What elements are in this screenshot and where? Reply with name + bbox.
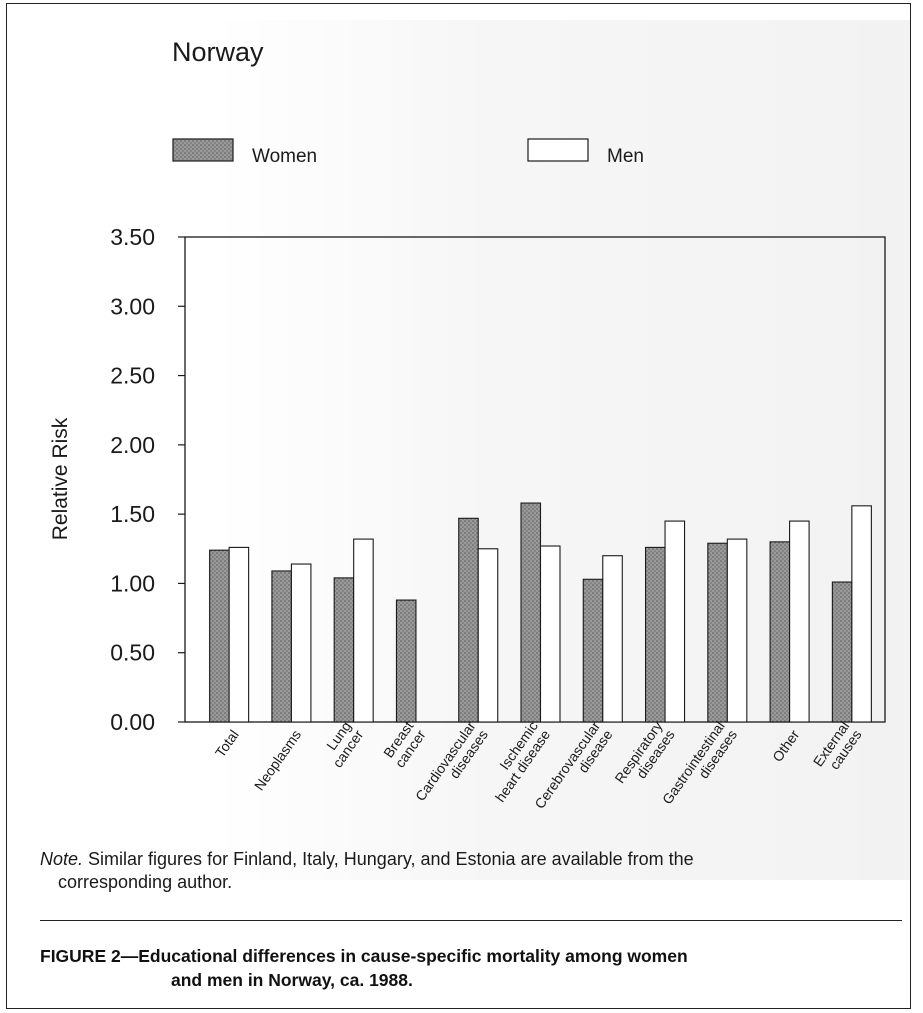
- note-lead: Note.: [40, 849, 84, 869]
- legend-label-men: Men: [607, 146, 644, 167]
- bar-women-0: [209, 549, 230, 723]
- bar-women-6: [582, 578, 604, 723]
- x-tick-label: Breastcancer: [379, 718, 429, 770]
- bar-women-9: [769, 541, 791, 723]
- x-tick-label: Respiratorydiseases: [611, 718, 677, 794]
- bar-women-5: [520, 502, 542, 723]
- y-axis-label: Relative Risk: [49, 417, 72, 540]
- y-tick-label: 1.00: [110, 570, 155, 596]
- bar-women-1: [271, 570, 292, 723]
- chart-title: Norway: [172, 37, 264, 67]
- bars: [209, 502, 872, 723]
- note-text-line2: corresponding author.: [58, 872, 233, 892]
- y-tick-label: 0.00: [110, 709, 155, 735]
- legend-key-women: [172, 138, 234, 162]
- x-tick-label: Lungcancer: [317, 718, 367, 770]
- bar-men-5: [539, 545, 561, 723]
- bar-men-10: [851, 505, 872, 723]
- bar-men-6: [602, 555, 623, 723]
- bar-women-2: [333, 577, 355, 723]
- x-tick-label-line: Other: [769, 727, 802, 765]
- x-tick-label-line: Total: [212, 727, 242, 760]
- y-tick-label: 1.50: [110, 501, 155, 527]
- bar-men-4: [477, 548, 499, 723]
- figure-note: Note. Similar figures for Finland, Italy…: [40, 848, 880, 894]
- x-tick-label: Other: [769, 727, 802, 765]
- x-tick-label: Cardiovasculardiseases: [412, 718, 491, 813]
- bar-men-7: [664, 520, 686, 723]
- bar-men-9: [789, 520, 810, 723]
- caption-rule: [40, 920, 902, 921]
- caption-line1: FIGURE 2—Educational differences in caus…: [40, 946, 688, 966]
- figure-caption: FIGURE 2—Educational differences in caus…: [40, 944, 900, 992]
- legend-key-men: [527, 138, 589, 162]
- chart-legend: Women Men: [172, 138, 644, 167]
- y-tick-label: 3.00: [110, 293, 155, 319]
- page-frame: [6, 3, 911, 1009]
- x-tick-label: Total: [212, 727, 242, 760]
- bar-women-4: [458, 517, 479, 723]
- bar-women-10: [831, 581, 853, 723]
- legend-label-women: Women: [252, 146, 317, 167]
- x-tick-label: Neoplasms: [251, 727, 304, 794]
- x-tick-label-line: Neoplasms: [251, 727, 304, 794]
- note-text: Similar figures for Finland, Italy, Hung…: [83, 849, 694, 869]
- x-tick-label: Externalcauses: [810, 718, 865, 778]
- x-axis: Total Neoplasms Lungcancer BreastcancerCard…: [212, 718, 865, 813]
- y-tick-label: 2.50: [110, 363, 155, 389]
- bar-women-7: [644, 546, 666, 723]
- y-tick-label: 0.50: [110, 640, 155, 666]
- bar-women-3: [395, 599, 417, 723]
- caption-line2: and men in Norway, ca. 1988.: [171, 970, 413, 990]
- y-tick-label: 2.00: [110, 432, 155, 458]
- bar-men-8: [726, 538, 748, 723]
- y-axis: 0.00 0.50 1.00 1.50 2.00 2.50 3.00 3.50: [110, 224, 185, 735]
- bar-women-8: [707, 542, 728, 723]
- bar-men-0: [228, 546, 250, 723]
- bar-men-2: [353, 538, 374, 723]
- y-tick-label: 3.50: [110, 224, 155, 250]
- bar-chart: Norway Women Men 0.00 0.50 1.00 1.50 2.00 2.50…: [49, 37, 886, 813]
- bar-men-1: [290, 563, 312, 723]
